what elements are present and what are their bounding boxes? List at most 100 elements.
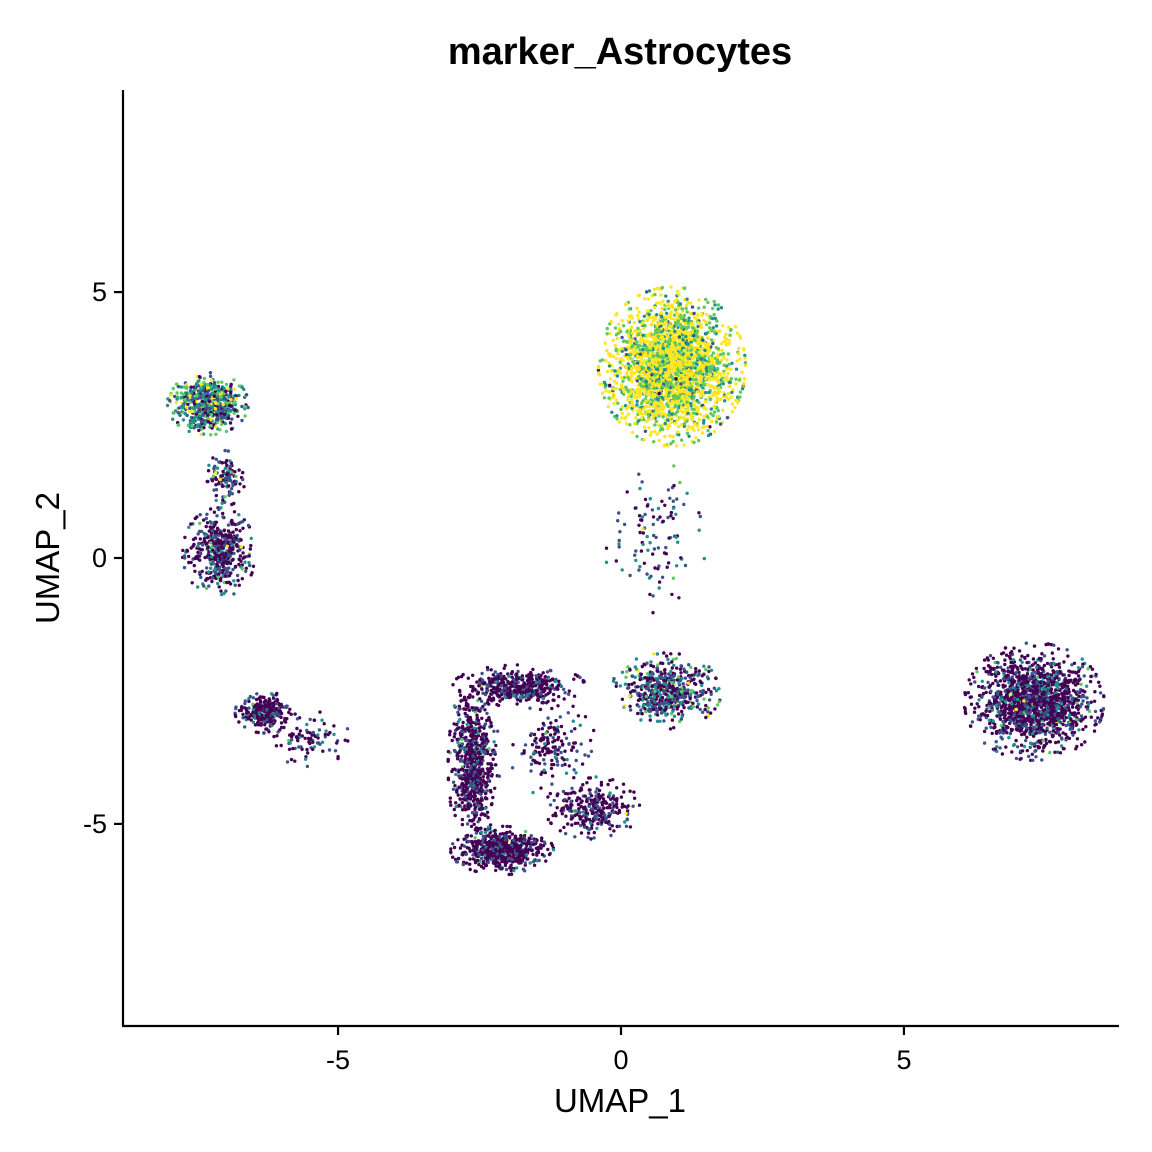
- cell-point: [655, 367, 659, 371]
- cell-point: [729, 395, 733, 399]
- cell-point: [278, 709, 282, 713]
- cell-point: [969, 682, 973, 686]
- cell-point: [279, 702, 283, 707]
- cell-point: [661, 407, 665, 412]
- cell-point: [651, 319, 655, 323]
- cell-point: [233, 408, 237, 412]
- cell-point: [288, 741, 292, 745]
- cell-point: [669, 316, 674, 321]
- cell-point: [605, 326, 609, 331]
- cell-point: [656, 423, 661, 427]
- cell-point: [237, 708, 242, 713]
- cell-point: [655, 432, 659, 436]
- cell-point: [701, 421, 706, 425]
- cell-point: [198, 537, 202, 541]
- cell-point: [618, 360, 622, 364]
- cell-point: [203, 555, 207, 560]
- cell-point: [219, 549, 224, 553]
- cell-point: [217, 407, 221, 412]
- cell-point: [234, 706, 238, 711]
- cell-point: [612, 401, 616, 405]
- cell-point: [651, 381, 655, 385]
- cell-point: [648, 433, 652, 437]
- cell-point: [697, 400, 701, 405]
- cell-point: [213, 551, 217, 555]
- cell-point: [218, 557, 222, 562]
- cell-point: [684, 362, 688, 367]
- cell-point: [672, 317, 676, 321]
- cell-point: [213, 571, 218, 576]
- cell-point: [716, 307, 720, 311]
- cell-point: [1030, 752, 1035, 756]
- cell-point: [607, 364, 612, 368]
- cell-point: [995, 680, 1000, 684]
- cell-point: [248, 694, 253, 699]
- cell-point: [988, 654, 993, 658]
- cell-point: [215, 413, 219, 417]
- cell-point: [287, 747, 292, 751]
- cell-point: [232, 579, 236, 583]
- cell-point: [308, 717, 312, 722]
- cell-point: [600, 358, 605, 362]
- cell-point: [608, 331, 612, 336]
- cell-point: [742, 348, 746, 352]
- cell-point: [194, 383, 198, 387]
- cell-point: [722, 356, 726, 360]
- cell-point: [652, 392, 657, 397]
- cell-point: [681, 343, 685, 347]
- cell-point: [642, 425, 647, 429]
- cell-point: [187, 409, 192, 413]
- cell-point: [636, 313, 640, 318]
- cell-point: [642, 353, 647, 357]
- cell-point: [618, 371, 622, 375]
- cell-point: [1062, 660, 1066, 664]
- cell-point: [297, 732, 301, 736]
- cell-point: [624, 348, 628, 352]
- cell-point: [713, 303, 717, 307]
- cell-point: [685, 297, 689, 301]
- cell-point: [629, 314, 633, 318]
- cell-point: [208, 371, 213, 375]
- cell-point: [225, 567, 229, 571]
- cell-point: [998, 665, 1003, 669]
- cell-point: [262, 716, 266, 721]
- cell-point: [1030, 672, 1034, 676]
- cell-point: [185, 549, 190, 553]
- cell-point: [240, 577, 244, 581]
- cell-point: [276, 730, 280, 734]
- cell-point: [1025, 735, 1029, 739]
- cell-point: [229, 382, 233, 387]
- cell-point: [708, 373, 713, 377]
- cell-point: [711, 341, 715, 346]
- cell-point: [685, 428, 690, 432]
- cell-point: [694, 436, 698, 440]
- cell-point: [692, 361, 696, 365]
- cell-point: [297, 745, 301, 749]
- cell-point: [596, 366, 601, 370]
- cell-point: [651, 416, 655, 421]
- cell-point: [676, 396, 680, 400]
- cell-point: [209, 424, 213, 428]
- cell-point: [228, 533, 232, 537]
- cell-point: [695, 329, 700, 333]
- cell-point: [644, 379, 648, 383]
- cell-point: [694, 382, 698, 386]
- cell-point: [663, 434, 667, 439]
- cell-point: [690, 416, 695, 420]
- cell-point: [715, 353, 719, 357]
- cell-point: [686, 351, 690, 356]
- cell-point: [644, 376, 649, 380]
- cell-point: [275, 691, 279, 696]
- cell-point: [683, 286, 687, 290]
- cell-point: [682, 318, 686, 322]
- cell-point: [696, 390, 700, 394]
- cell-point: [694, 371, 698, 375]
- cell-point: [190, 581, 194, 585]
- cell-point: [646, 372, 650, 376]
- cell-point: [727, 341, 731, 346]
- cell-point: [658, 344, 662, 348]
- cell-point: [233, 583, 237, 587]
- cell-point: [735, 331, 740, 335]
- cell-point: [617, 368, 621, 372]
- cell-point: [684, 334, 688, 339]
